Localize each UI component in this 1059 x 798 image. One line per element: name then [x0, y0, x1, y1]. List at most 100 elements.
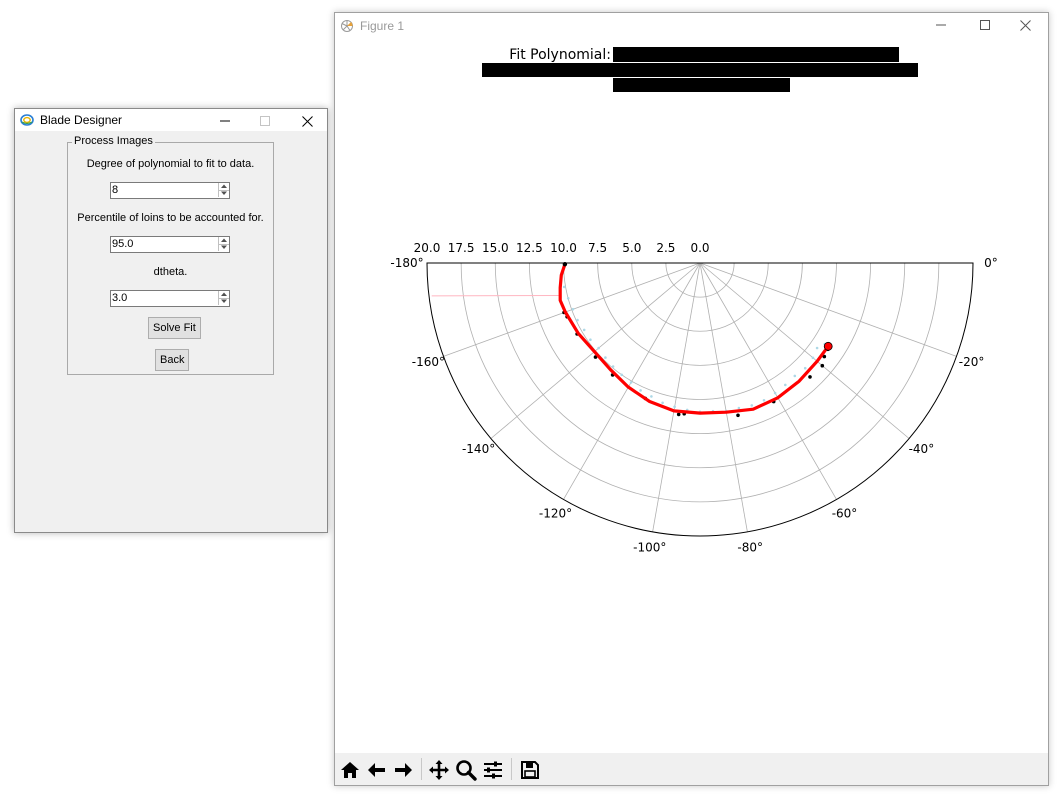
pan-icon [428, 759, 449, 780]
polar-plot[interactable]: Fit Polynomial: 20.0 17.5 15.0 12.5 10.0 7.5 5… [335, 13, 1048, 753]
radial-ring-gridline [528, 262, 872, 435]
r-tick-label: 10.0 [550, 241, 577, 255]
scatter-point [576, 318, 579, 322]
redacted-title-line-3 [613, 78, 790, 92]
forward-view-button[interactable] [390, 757, 415, 782]
degree-increment[interactable] [218, 183, 229, 190]
percentile-spinbox [110, 236, 230, 253]
radial-ring-gridline [631, 262, 769, 332]
scatter-point [773, 391, 777, 395]
home-icon [340, 761, 359, 778]
theta-tick-label: -180° [390, 256, 423, 270]
figure-maximize-button[interactable] [962, 13, 1008, 37]
scatter-point [661, 401, 664, 405]
fit-endpoint [823, 341, 833, 351]
r-tick-label: 15.0 [482, 241, 509, 255]
spin-up-icon [221, 184, 227, 188]
group-title: Process Images [72, 135, 155, 147]
theta-tick-label: -20° [959, 355, 985, 369]
scatter-point [784, 383, 787, 387]
dtheta-increment[interactable] [218, 291, 229, 298]
radial-ring-gridline [563, 262, 837, 400]
theta-tick-label: -160° [412, 355, 445, 369]
home-button[interactable] [337, 757, 362, 782]
percentile-label: Percentile of loins to be accounted for. [77, 212, 264, 224]
radial-ring-gridline [494, 262, 906, 469]
theta-tick-label: 0° [984, 256, 998, 270]
fit-startpoint [562, 262, 568, 267]
dtheta-decrement[interactable] [218, 298, 229, 305]
save-icon [520, 760, 539, 779]
close-button[interactable] [287, 109, 327, 133]
degree-label: Degree of polynomial to fit to data. [86, 158, 255, 170]
solve-fit-button[interactable]: Solve Fit [148, 317, 201, 339]
back-view-button[interactable] [364, 757, 389, 782]
blade-designer-window: Blade Designer Process Images Degree of … [14, 108, 328, 533]
degree-decrement[interactable] [218, 190, 229, 197]
percentile-input[interactable] [111, 237, 212, 252]
theta-tick-label: -80° [737, 541, 763, 555]
tick-labels: 20.0 17.5 15.0 12.5 10.0 7.5 5.0 2.5 0.0 0° -20° -4… [390, 241, 997, 555]
scatter-point [803, 366, 807, 370]
scatter-point [562, 285, 566, 289]
redacted-title-line-1 [613, 47, 899, 62]
theta-tick-label: -60° [832, 506, 858, 520]
zoom-button[interactable] [453, 757, 478, 782]
degree-spinbox [110, 182, 230, 199]
radial-ring-gridline [665, 262, 735, 298]
polar-spine [426, 262, 974, 537]
scatter-point [737, 406, 741, 410]
minimize-icon [936, 24, 946, 26]
spin-up-icon [221, 292, 227, 296]
zoom-icon [455, 759, 477, 781]
scatter-point [611, 365, 615, 368]
save-button[interactable] [517, 757, 542, 782]
data-point [808, 375, 812, 379]
figure-titlebar[interactable]: Figure 1 [335, 13, 1048, 39]
scatter-point [566, 297, 570, 300]
maximize-icon [260, 116, 270, 126]
scatter-point [673, 405, 676, 409]
toolbar-separator [511, 758, 512, 780]
minimize-icon [220, 120, 230, 122]
scatter-point [604, 356, 607, 359]
r-tick-label: 17.5 [448, 241, 475, 255]
scatter-point [793, 374, 797, 378]
minimize-button[interactable] [205, 109, 245, 133]
data-point [820, 363, 825, 368]
figure-toolbar [335, 753, 1048, 785]
figure-title: Figure 1 [360, 19, 405, 33]
percentile-increment[interactable] [218, 237, 229, 244]
r-tick-label: 7.5 [588, 241, 607, 255]
figure-window: Figure 1 Fit Polynomial: 20.0 17.5 15.0 12.… [334, 12, 1049, 786]
polar-grid [426, 262, 974, 537]
plot-title-group: Fit Polynomial: [482, 47, 918, 92]
r-tick-label: 12.5 [516, 241, 543, 255]
close-icon [301, 115, 313, 127]
fit-line [558, 262, 830, 415]
figure-minimize-button[interactable] [918, 13, 964, 37]
blade-designer-titlebar[interactable]: Blade Designer [15, 109, 327, 131]
data-point [676, 412, 681, 417]
redacted-title-line-2 [482, 63, 918, 77]
scatter-point [811, 356, 815, 360]
figure-close-button[interactable] [1002, 13, 1048, 37]
scatter-point [750, 404, 754, 407]
forward-arrow-icon [394, 762, 412, 777]
data-point [822, 354, 827, 359]
percentile-decrement[interactable] [218, 244, 229, 251]
radial-ring-gridline [597, 262, 803, 366]
degree-input[interactable] [111, 183, 212, 198]
back-button[interactable]: Back [155, 349, 190, 371]
theta-tick-label: -40° [909, 442, 935, 456]
maximize-icon [980, 20, 990, 30]
dtheta-input[interactable] [111, 291, 212, 306]
scatter-point [815, 346, 819, 350]
pan-button[interactable] [426, 757, 451, 782]
theta-tick-label: -120° [539, 506, 572, 520]
r-tick-label: 0.0 [690, 241, 709, 255]
spin-down-icon [221, 299, 227, 303]
subplots-button[interactable] [480, 757, 505, 782]
scatter-point [582, 328, 586, 332]
scatter-point [650, 395, 653, 398]
